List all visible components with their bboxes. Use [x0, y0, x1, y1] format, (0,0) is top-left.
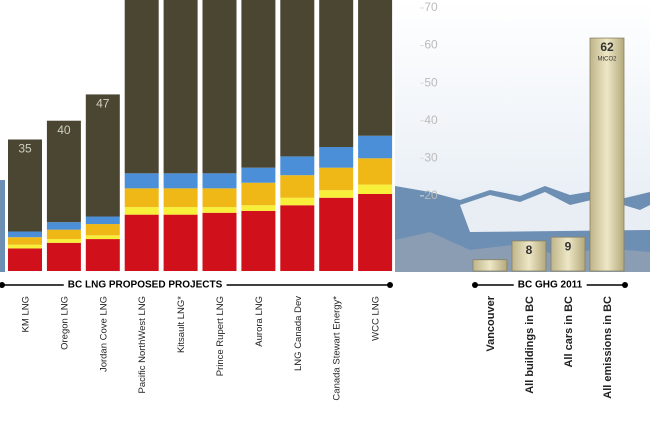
- bar-segment: [202, 212, 237, 271]
- bar-segment: [358, 158, 393, 185]
- mountains-left: [0, 180, 5, 272]
- bar-segment: [46, 239, 81, 243]
- bar-segment: [241, 182, 276, 206]
- y-tick-label: 60: [424, 38, 438, 52]
- bar-segment: [202, 0, 237, 174]
- group-dot: [622, 282, 628, 288]
- bar-segment: [280, 156, 315, 176]
- total-label: 40: [57, 123, 71, 137]
- x-tick-label: Prince Rupert LNG: [215, 296, 226, 376]
- value-label: 9: [565, 239, 572, 253]
- x-tick-label: All emissions in BC: [602, 296, 614, 399]
- bar-segment: [202, 188, 237, 208]
- bar: [550, 236, 586, 272]
- bar: [511, 240, 547, 272]
- bar-segment: [8, 139, 42, 232]
- x-tick-label: Pacific NorthWest LNG: [137, 296, 148, 394]
- bar-segment: [163, 207, 198, 215]
- x-tick-label: WCC LNG: [371, 296, 382, 341]
- bar-segment: [319, 190, 354, 198]
- bar-segment: [319, 197, 354, 271]
- bar-segment: [202, 207, 237, 213]
- y-tick-label: 30: [424, 150, 438, 164]
- bar-segment: [280, 0, 315, 157]
- bar-segment: [358, 184, 393, 194]
- value-label: 8: [526, 243, 533, 257]
- x-tick-label: Jordan Cove LNG: [98, 296, 109, 372]
- bar: [589, 37, 625, 272]
- bar-segment: [163, 188, 198, 208]
- bar-segment: [358, 0, 393, 136]
- bar-segment: [202, 173, 237, 189]
- bar-segment: [163, 0, 198, 174]
- bar-segment: [85, 216, 120, 225]
- bar-segment: [8, 244, 42, 249]
- x-tick-label: LNG Canada Dev: [293, 296, 304, 371]
- bar-segment: [319, 147, 354, 168]
- total-label: 47: [96, 97, 110, 111]
- bar-segment: [124, 173, 159, 189]
- plot-area: [8, 0, 625, 272]
- group-title-bg: [63, 279, 227, 291]
- y-tick-label: 40: [424, 113, 438, 127]
- bar-segment: [85, 224, 120, 236]
- bar-segment: [241, 210, 276, 271]
- x-tick-label: Aurora LNG: [254, 296, 265, 347]
- bar-segment: [124, 0, 159, 174]
- bar-segment: [358, 193, 393, 271]
- bar-segment: [163, 173, 198, 189]
- bar-segment: [124, 188, 159, 208]
- x-tick-label: All buildings in BC: [524, 296, 536, 394]
- bar-segment: [280, 197, 315, 206]
- bar-segment: [8, 248, 42, 271]
- bar-segment: [280, 205, 315, 271]
- bar: [472, 259, 508, 272]
- bar-segment: [46, 242, 81, 271]
- x-tick-label: Canada Stewart Energy*: [332, 296, 343, 401]
- bar-segment: [280, 175, 315, 198]
- bar-segment: [241, 0, 276, 168]
- bar-segment: [46, 120, 81, 223]
- x-tick-label: All cars in BC: [563, 296, 575, 368]
- group-title: BC GHG 2011: [518, 280, 583, 291]
- value-label: 62: [600, 40, 614, 54]
- y-tick-label: 50: [424, 75, 438, 89]
- bar-segment: [8, 237, 42, 245]
- y-tick-label: 70: [424, 0, 438, 14]
- bar-segment: [358, 135, 393, 159]
- x-tick-label: Vancouver: [485, 295, 497, 351]
- x-tick-label: Kitsault LNG*: [176, 296, 187, 353]
- total-label: 35: [18, 142, 32, 156]
- bar-segment: [163, 214, 198, 271]
- group-title: BC LNG PROPOSED PROJECTS: [68, 280, 223, 291]
- group-title-bg: [513, 279, 587, 291]
- x-tick-label: KM LNG: [21, 296, 32, 332]
- bar-segment: [85, 239, 120, 271]
- bar-segment: [124, 207, 159, 215]
- bar-segment: [46, 222, 81, 230]
- group-dot: [0, 282, 5, 288]
- bar-segment: [85, 94, 120, 217]
- bar-segment: [319, 0, 354, 148]
- bar-segment: [241, 167, 276, 183]
- bar-segment: [46, 229, 81, 240]
- group-dot: [387, 282, 393, 288]
- bar-segment: [85, 235, 120, 240]
- y-tick-label: 20: [424, 188, 438, 202]
- bar-segment: [319, 167, 354, 191]
- bar-segment: [124, 214, 159, 271]
- unit-label: MtCO2: [597, 57, 617, 63]
- bar-segment: [8, 231, 42, 238]
- x-tick-label: Oregon LNG: [59, 296, 70, 350]
- bar-segment: [241, 205, 276, 211]
- group-dot: [472, 282, 478, 288]
